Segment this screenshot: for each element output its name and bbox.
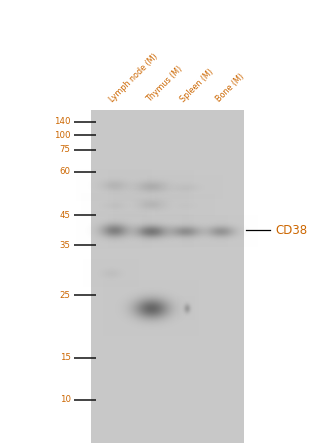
Text: 60: 60 xyxy=(60,168,71,177)
Text: 45: 45 xyxy=(60,211,71,219)
Text: 35: 35 xyxy=(60,240,71,249)
Text: Thymus (M): Thymus (M) xyxy=(145,64,185,104)
Text: 140: 140 xyxy=(54,118,71,127)
Text: CD38: CD38 xyxy=(275,224,308,236)
Text: 25: 25 xyxy=(60,291,71,299)
Text: 75: 75 xyxy=(60,146,71,155)
Text: Lymph node (M): Lymph node (M) xyxy=(108,52,160,104)
Text: 100: 100 xyxy=(54,131,71,139)
Text: 15: 15 xyxy=(60,354,71,363)
Text: Spleen (M): Spleen (M) xyxy=(179,67,215,104)
Text: 10: 10 xyxy=(60,396,71,405)
Text: Bone (M): Bone (M) xyxy=(214,72,246,104)
